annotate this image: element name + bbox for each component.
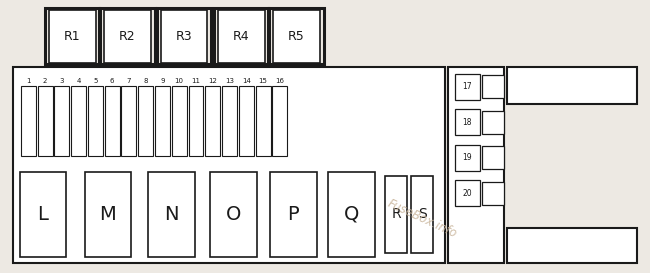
Bar	[148, 172, 195, 257]
Text: R2: R2	[119, 30, 136, 43]
Text: 15: 15	[259, 78, 268, 84]
Text: O: O	[226, 205, 241, 224]
Bar	[100, 8, 155, 64]
Text: M: M	[99, 205, 116, 224]
Bar	[455, 145, 480, 171]
Bar	[218, 10, 265, 63]
Bar	[157, 8, 211, 64]
Text: R3: R3	[176, 30, 192, 43]
Bar	[273, 10, 320, 63]
Text: 20: 20	[463, 189, 472, 198]
Text: 3: 3	[60, 78, 64, 84]
Text: 2: 2	[43, 78, 47, 84]
Bar	[270, 172, 317, 257]
Bar	[507, 228, 637, 263]
Text: R: R	[391, 207, 401, 221]
Bar	[255, 86, 270, 156]
Text: 1: 1	[26, 78, 31, 84]
Bar	[104, 10, 151, 63]
Bar	[272, 86, 287, 156]
Bar	[84, 172, 131, 257]
Bar	[214, 8, 268, 64]
Bar	[20, 172, 66, 257]
Bar	[455, 180, 480, 206]
Text: 11: 11	[192, 78, 200, 84]
Bar	[385, 176, 407, 253]
Bar	[71, 86, 86, 156]
Bar	[455, 109, 480, 135]
Text: Q: Q	[344, 205, 359, 224]
Text: 4: 4	[77, 78, 81, 84]
Text: 18: 18	[463, 118, 472, 127]
Bar	[328, 172, 375, 257]
Bar	[55, 86, 70, 156]
Bar	[507, 67, 637, 104]
Text: 17: 17	[463, 82, 472, 91]
Text: P: P	[287, 205, 299, 224]
Bar	[269, 8, 324, 64]
Text: 6: 6	[110, 78, 114, 84]
Bar	[161, 10, 207, 63]
Bar	[188, 86, 203, 156]
Text: 9: 9	[160, 78, 164, 84]
Bar	[88, 86, 103, 156]
Text: 8: 8	[144, 78, 148, 84]
Text: 7: 7	[127, 78, 131, 84]
Text: 12: 12	[208, 78, 217, 84]
Text: 10: 10	[175, 78, 184, 84]
Bar	[482, 75, 504, 98]
Bar	[138, 86, 153, 156]
Text: 5: 5	[93, 78, 98, 84]
Bar	[482, 111, 504, 134]
Text: R4: R4	[233, 30, 250, 43]
Text: L: L	[38, 205, 48, 224]
Bar	[411, 176, 433, 253]
Text: 14: 14	[242, 78, 251, 84]
Text: R5: R5	[288, 30, 305, 43]
Text: 16: 16	[276, 78, 284, 84]
Bar	[172, 86, 187, 156]
Bar	[49, 10, 96, 63]
Bar	[122, 86, 136, 156]
Bar	[482, 146, 504, 169]
Text: 19: 19	[463, 153, 472, 162]
Bar	[222, 86, 237, 156]
Bar	[448, 67, 504, 263]
Bar	[105, 86, 120, 156]
Bar	[45, 8, 99, 64]
Text: 13: 13	[225, 78, 234, 84]
Bar	[155, 86, 170, 156]
Bar	[13, 67, 445, 263]
Text: S: S	[418, 207, 426, 221]
Text: R1: R1	[64, 30, 81, 43]
Bar	[21, 86, 36, 156]
Bar	[455, 74, 480, 100]
Bar	[205, 86, 220, 156]
Text: N: N	[164, 205, 179, 224]
Bar	[38, 86, 53, 156]
Bar	[210, 172, 257, 257]
Bar	[239, 86, 254, 156]
Text: FuseBox.info: FuseBox.info	[385, 197, 460, 240]
Bar	[482, 182, 504, 205]
